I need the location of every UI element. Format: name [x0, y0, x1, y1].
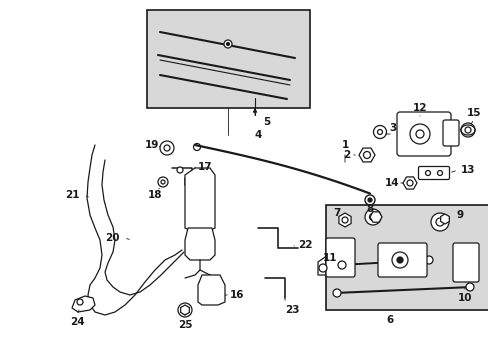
- Circle shape: [464, 127, 470, 133]
- Circle shape: [425, 171, 429, 176]
- Circle shape: [332, 289, 340, 297]
- Polygon shape: [72, 296, 95, 312]
- Circle shape: [193, 144, 200, 150]
- Bar: [325, 205, 488, 310]
- Text: 17: 17: [197, 162, 212, 172]
- Text: 18: 18: [147, 190, 162, 200]
- FancyBboxPatch shape: [325, 238, 354, 277]
- Circle shape: [373, 126, 386, 139]
- Circle shape: [182, 307, 187, 313]
- FancyBboxPatch shape: [442, 120, 458, 146]
- Circle shape: [415, 130, 423, 138]
- Circle shape: [460, 123, 474, 137]
- Circle shape: [337, 261, 346, 269]
- Text: 21: 21: [64, 190, 79, 200]
- Circle shape: [367, 198, 371, 202]
- FancyBboxPatch shape: [396, 112, 450, 156]
- Circle shape: [177, 167, 183, 173]
- Polygon shape: [184, 168, 215, 235]
- Text: 2: 2: [343, 150, 350, 160]
- Circle shape: [396, 257, 402, 263]
- Text: 15: 15: [466, 108, 480, 118]
- Circle shape: [318, 264, 326, 272]
- Circle shape: [341, 217, 347, 223]
- Text: 14: 14: [384, 178, 399, 188]
- Text: 10: 10: [457, 293, 471, 303]
- Text: 16: 16: [229, 290, 244, 300]
- Text: 7: 7: [333, 208, 340, 218]
- FancyBboxPatch shape: [452, 243, 478, 282]
- Text: 23: 23: [284, 305, 299, 315]
- Text: 19: 19: [144, 140, 159, 150]
- Circle shape: [437, 171, 442, 176]
- Circle shape: [158, 177, 168, 187]
- Circle shape: [435, 218, 443, 226]
- Text: 13: 13: [460, 165, 474, 175]
- Circle shape: [424, 256, 432, 264]
- Circle shape: [77, 299, 83, 305]
- Circle shape: [163, 145, 170, 151]
- Circle shape: [178, 303, 192, 317]
- Circle shape: [369, 213, 376, 220]
- Text: 20: 20: [104, 233, 119, 243]
- Circle shape: [391, 252, 407, 268]
- Text: 8: 8: [366, 204, 373, 214]
- FancyBboxPatch shape: [377, 243, 426, 277]
- Text: 12: 12: [412, 103, 427, 113]
- Polygon shape: [198, 275, 224, 305]
- Text: 1: 1: [341, 140, 348, 150]
- Circle shape: [226, 42, 229, 45]
- Text: 25: 25: [177, 320, 192, 330]
- Text: 4: 4: [254, 130, 261, 140]
- Text: 9: 9: [455, 210, 463, 220]
- Text: 22: 22: [297, 240, 312, 250]
- Text: 3: 3: [388, 123, 396, 133]
- FancyBboxPatch shape: [418, 166, 448, 180]
- Circle shape: [160, 141, 174, 155]
- Circle shape: [377, 130, 382, 135]
- Text: 6: 6: [386, 315, 393, 325]
- Circle shape: [364, 195, 374, 205]
- Circle shape: [406, 180, 412, 186]
- Circle shape: [430, 213, 448, 231]
- Text: 11: 11: [322, 253, 337, 263]
- Circle shape: [409, 124, 429, 144]
- Circle shape: [161, 180, 164, 184]
- Circle shape: [364, 209, 380, 225]
- Polygon shape: [184, 228, 215, 260]
- Text: 5: 5: [263, 117, 270, 127]
- Circle shape: [224, 40, 231, 48]
- Bar: [147, 10, 309, 108]
- Text: 24: 24: [70, 317, 84, 327]
- Circle shape: [363, 152, 370, 158]
- Circle shape: [465, 283, 473, 291]
